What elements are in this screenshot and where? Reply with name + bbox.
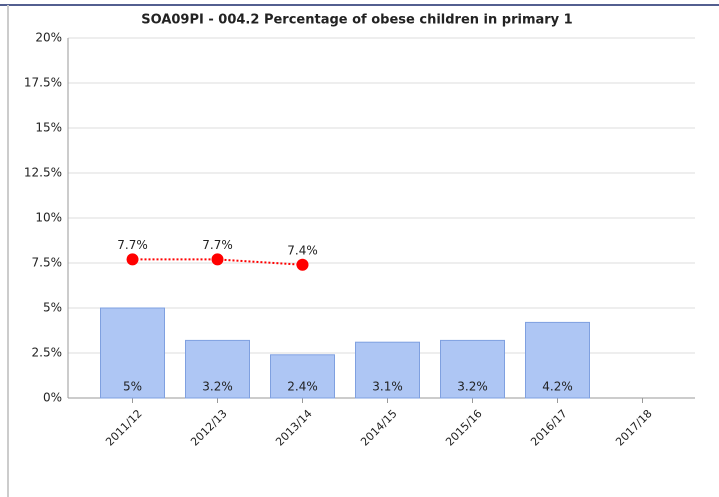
- bar-label: 5%: [123, 380, 142, 394]
- bar: [355, 341, 420, 399]
- y-tick-label: 2.5%: [32, 346, 63, 360]
- bar-label: 2.4%: [287, 380, 318, 394]
- x-tick-label: 2015/16: [443, 407, 485, 449]
- x-tick-label: 2013/14: [273, 407, 315, 449]
- x-tick-label: 2014/15: [358, 407, 400, 449]
- x-tick-label: 2017/18: [613, 407, 655, 449]
- line-marker: [296, 258, 309, 271]
- x-tick-label: 2016/17: [528, 407, 570, 449]
- y-tick-label: 20%: [35, 31, 62, 45]
- y-tick-label: 10%: [35, 211, 62, 225]
- bar: [270, 354, 335, 399]
- y-tick-label: 12.5%: [24, 166, 62, 180]
- y-tick-label: 15%: [35, 121, 62, 135]
- point-label: 7.7%: [202, 238, 233, 252]
- bar: [100, 307, 165, 399]
- y-tick-label: 5%: [43, 301, 62, 315]
- bar: [440, 339, 505, 399]
- bar-label: 3.2%: [457, 380, 488, 394]
- chart-title: SOA09PI - 004.2 Percentage of obese chil…: [141, 13, 572, 28]
- bar-label: 3.1%: [372, 380, 403, 394]
- x-tick-label: 2012/13: [188, 407, 230, 449]
- bar-label: 3.2%: [202, 380, 233, 394]
- y-tick-label: 17.5%: [24, 76, 62, 90]
- y-tick-label: 0%: [43, 391, 62, 405]
- point-label: 7.7%: [117, 238, 148, 252]
- bar: [185, 339, 250, 399]
- line-marker: [126, 253, 139, 266]
- x-tick-label: 2011/12: [103, 407, 145, 449]
- bar-label: 4.2%: [542, 380, 573, 394]
- y-tick-label: 7.5%: [32, 256, 63, 270]
- line-marker: [211, 253, 224, 266]
- bar: [525, 321, 590, 399]
- point-label: 7.4%: [287, 243, 318, 257]
